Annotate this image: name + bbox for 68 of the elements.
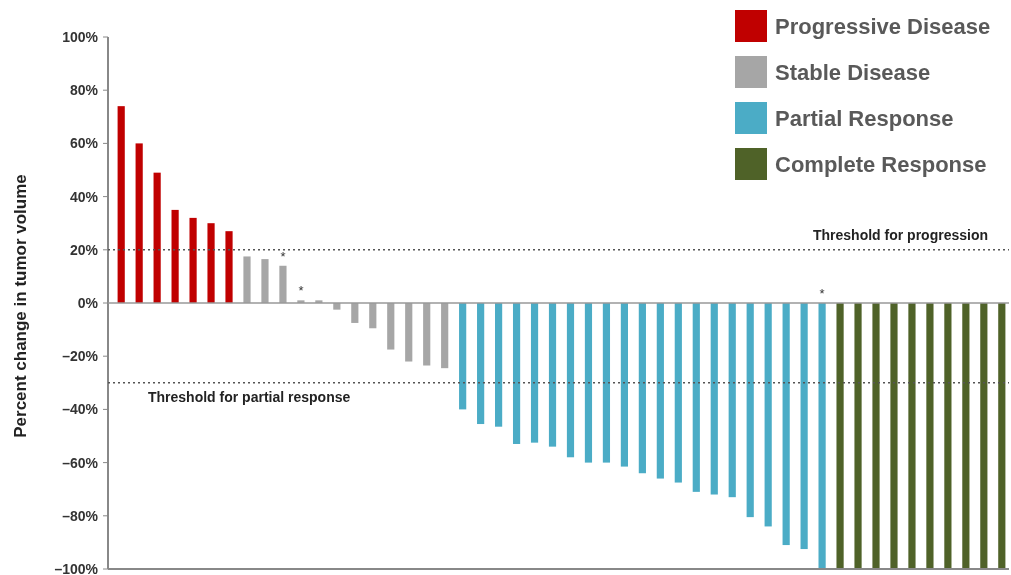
bar: [459, 303, 467, 410]
bar: [566, 303, 575, 458]
y-tick-label: –60%: [62, 454, 99, 471]
bar: [746, 303, 754, 518]
y-tick-label: 80%: [69, 82, 99, 99]
bar: [728, 303, 736, 498]
bar: [477, 303, 485, 425]
data-label: *: [298, 283, 304, 299]
bar: [818, 303, 826, 569]
bar: [153, 172, 161, 303]
bar: [441, 303, 449, 369]
bar: [279, 265, 287, 303]
bar: [135, 143, 143, 303]
y-tick-label: –100%: [54, 560, 99, 575]
bar: [854, 303, 862, 569]
bar: [620, 303, 628, 467]
data-label: *: [280, 248, 286, 264]
ref-line-label: Threshold for progression: [812, 226, 988, 243]
bar: [189, 217, 197, 303]
y-tick-label: 100%: [62, 28, 99, 45]
bar: [710, 303, 718, 495]
bar: [872, 303, 880, 569]
y-tick-label: –40%: [62, 401, 99, 418]
legend-label: Progressive Disease: [775, 13, 991, 39]
bar: [980, 303, 988, 569]
bar: [584, 303, 593, 463]
bar: [530, 303, 539, 443]
bar: [207, 223, 215, 303]
bar: [351, 303, 359, 323]
bar: [836, 303, 844, 569]
y-tick-label: 0%: [77, 294, 99, 311]
bar: [261, 259, 269, 303]
bar: [638, 303, 646, 474]
bar: [692, 303, 700, 492]
bar: [117, 106, 125, 303]
y-axis-title: Percent change in tumor volume: [11, 174, 30, 438]
legend-label: Complete Response: [775, 151, 987, 177]
bar: [800, 303, 808, 550]
bar: [908, 303, 916, 569]
bar: [512, 303, 521, 444]
data-label: *: [819, 286, 825, 301]
bar: [782, 303, 790, 546]
bar: [926, 303, 934, 569]
bar: [387, 303, 395, 350]
bar: [656, 303, 664, 479]
y-tick-label: –20%: [62, 348, 99, 365]
bar: [998, 303, 1006, 569]
bar: [495, 303, 503, 427]
bar: [225, 231, 233, 303]
bar: [423, 303, 431, 366]
ref-line-label: Threshold for partial response: [148, 388, 351, 405]
y-tick-label: 40%: [69, 188, 99, 205]
bar: [674, 303, 682, 483]
bar: [944, 303, 952, 569]
bar: [602, 303, 611, 463]
y-tick-label: –80%: [62, 507, 99, 524]
legend-label: Partial Response: [775, 105, 954, 131]
bar: [243, 256, 251, 303]
bar: [171, 209, 179, 303]
bar: [962, 303, 970, 569]
y-tick-label: 60%: [69, 135, 99, 152]
bar: [890, 303, 898, 569]
bar: [548, 303, 557, 447]
bar: [764, 303, 772, 527]
bar: [405, 303, 413, 362]
legend-label: Stable Disease: [775, 59, 931, 85]
y-tick-label: 20%: [69, 241, 99, 258]
bar: [369, 303, 377, 329]
